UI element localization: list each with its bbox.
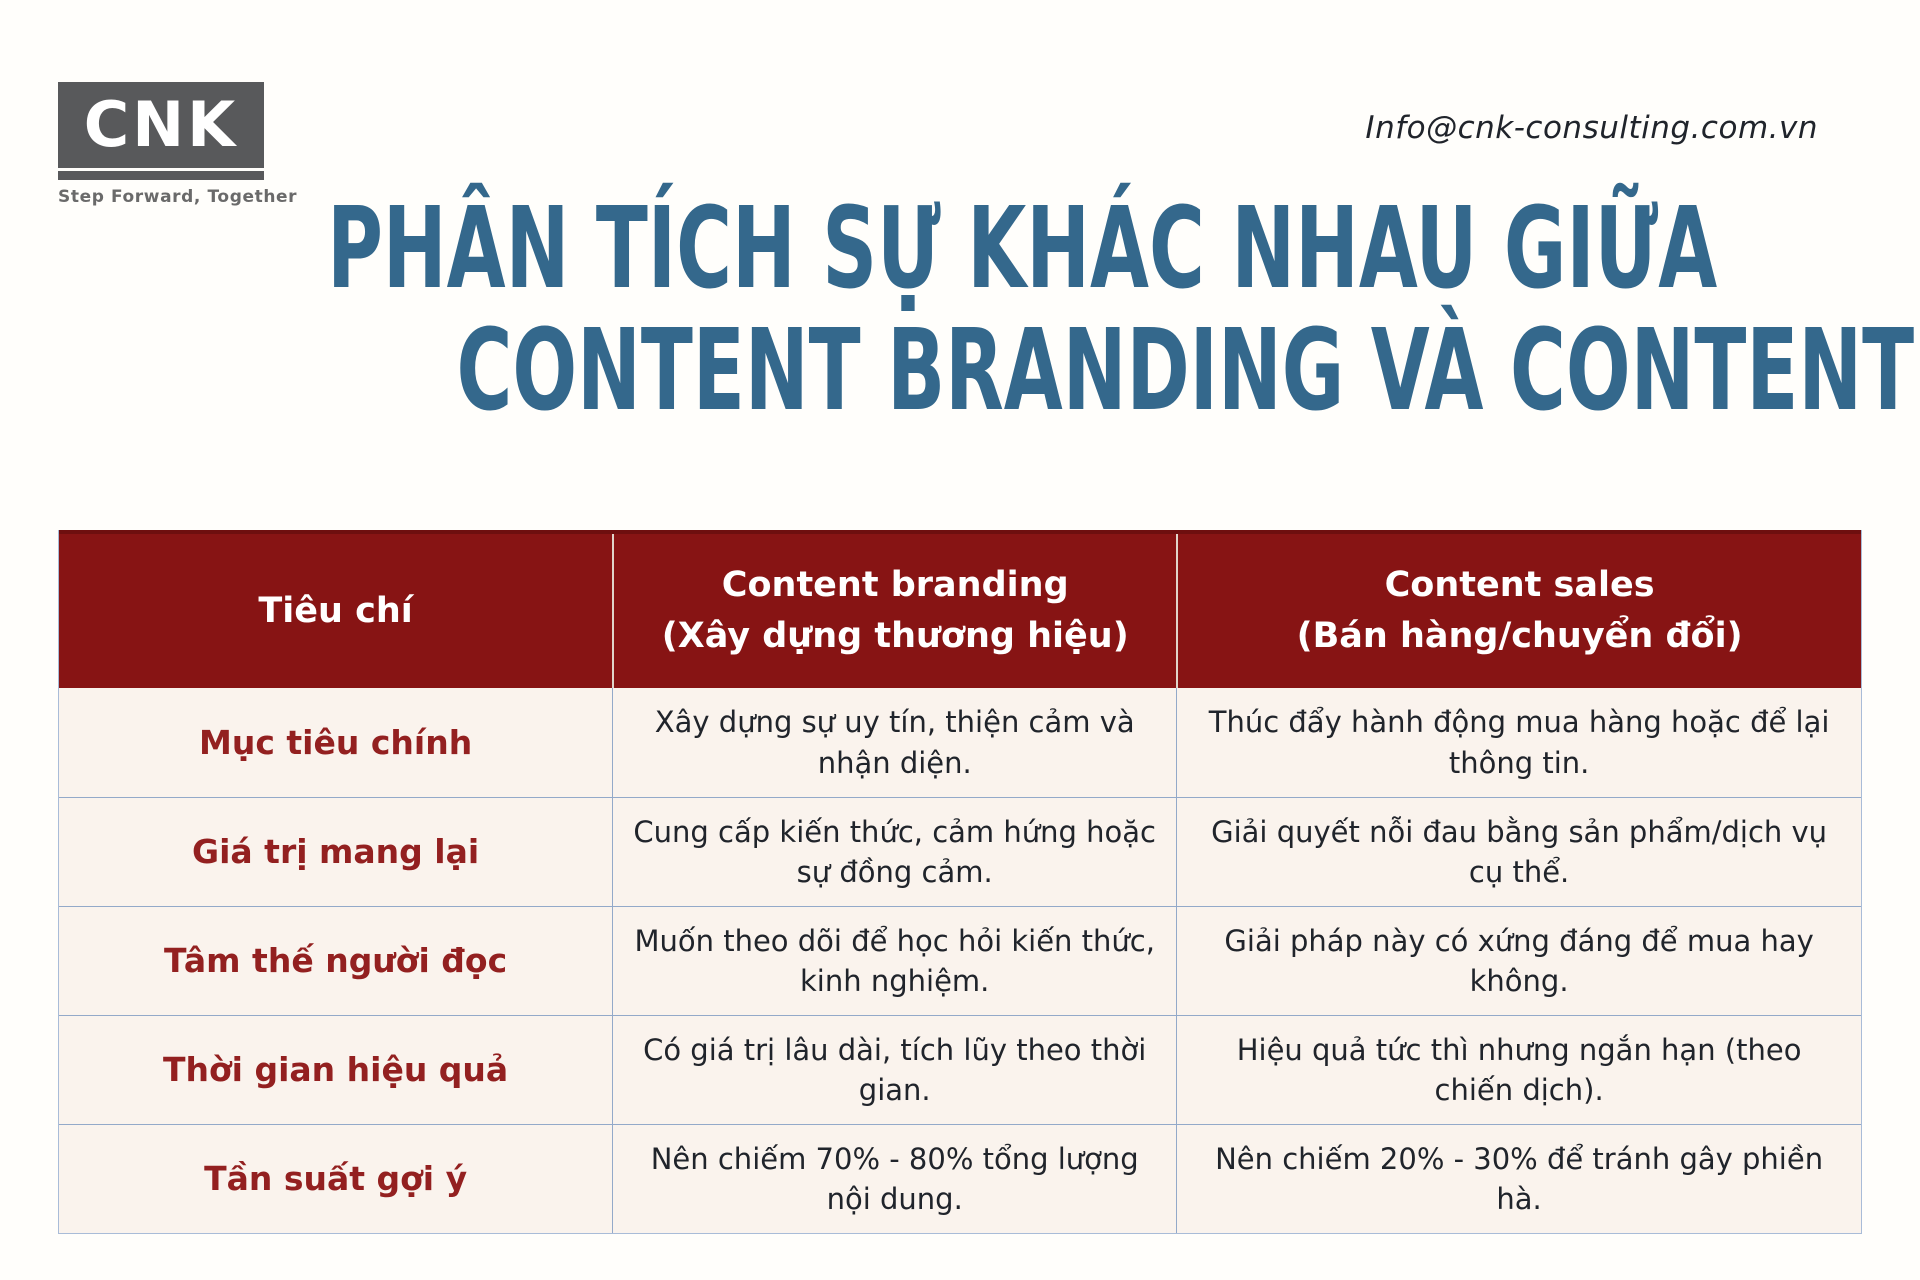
row-criterion: Thời gian hiệu quả bbox=[59, 1015, 613, 1124]
table-row: Tần suất gợi ý Nên chiếm 70% - 80% tổng … bbox=[59, 1124, 1861, 1233]
cnk-logo: CNK Step Forward, Together bbox=[58, 82, 298, 207]
header-criteria-title: Tiêu chí bbox=[258, 590, 413, 631]
table-header-row: Tiêu chí Content branding (Xây dựng thươ… bbox=[59, 530, 1861, 688]
header-branding-title: Content branding bbox=[721, 565, 1069, 606]
row-sales-value: Thúc đẩy hành động mua hàng hoặc để lại … bbox=[1176, 688, 1861, 797]
logo-tagline: Step Forward, Together bbox=[58, 187, 298, 207]
row-criterion: Giá trị mang lại bbox=[59, 797, 613, 906]
row-sales-value: Giải quyết nỗi đau bằng sản phẩm/dịch vụ… bbox=[1176, 797, 1861, 906]
header-sales-title: Content sales bbox=[1384, 565, 1655, 606]
title-line-1-text: PHÂN TÍCH SỰ KHÁC NHAU GIỮA bbox=[327, 184, 1718, 314]
row-branding-value: Muốn theo dõi để học hỏi kiến thức, kinh… bbox=[612, 906, 1177, 1015]
row-branding-value: Cung cấp kiến thức, cảm hứng hoặc sự đồn… bbox=[612, 797, 1177, 906]
title-line-2: CONTENT BRANDING VÀ CONTENT BÁN HÀNG bbox=[0, 310, 1920, 432]
header-criteria: Tiêu chí bbox=[59, 534, 612, 688]
title-line-2-text: CONTENT BRANDING VÀ CONTENT BÁN HÀNG bbox=[456, 306, 1920, 436]
row-criterion: Mục tiêu chính bbox=[199, 722, 473, 762]
row-sales-value: Nên chiếm 20% - 30% để tránh gây phiền h… bbox=[1176, 1124, 1861, 1233]
title-line-1: PHÂN TÍCH SỰ KHÁC NHAU GIỮA bbox=[0, 188, 1920, 310]
cnk-logo-box: CNK bbox=[58, 82, 264, 168]
header-content-branding: Content branding (Xây dựng thương hiệu) bbox=[612, 534, 1176, 688]
row-criterion: Tần suất gợi ý bbox=[59, 1124, 613, 1233]
page-title: PHÂN TÍCH SỰ KHÁC NHAU GIỮA CONTENT BRAN… bbox=[0, 188, 1920, 432]
table-row: Thời gian hiệu quả Có giá trị lâu dài, t… bbox=[59, 1015, 1861, 1124]
row-branding-value: Có giá trị lâu dài, tích lũy theo thời g… bbox=[612, 1015, 1177, 1124]
logo-strip bbox=[58, 171, 264, 180]
header-sales-subtitle: (Bán hàng/chuyển đổi) bbox=[1296, 616, 1743, 656]
comparison-table: Tiêu chí Content branding (Xây dựng thươ… bbox=[58, 530, 1862, 1234]
row-sales-value: Giải pháp này có xứng đáng để mua hay kh… bbox=[1176, 906, 1861, 1015]
row-sales-value: Hiệu quả tức thì nhưng ngắn hạn (theo ch… bbox=[1176, 1015, 1861, 1124]
row-branding-value: Nên chiếm 70% - 80% tổng lượng nội dung. bbox=[612, 1124, 1177, 1233]
table-row: Mục tiêu chính Xây dựng sự uy tín, thiện… bbox=[59, 688, 1861, 797]
header-branding-subtitle: (Xây dựng thương hiệu) bbox=[661, 616, 1129, 656]
table-row: Giá trị mang lại Cung cấp kiến thức, cảm… bbox=[59, 797, 1861, 906]
row-criterion: Tâm thế người đọc bbox=[59, 906, 613, 1015]
header-content-sales: Content sales (Bán hàng/chuyển đổi) bbox=[1176, 534, 1861, 688]
table-row: Tâm thế người đọc Muốn theo dõi để học h… bbox=[59, 906, 1861, 1015]
contact-email: Info@cnk-consulting.com.vn bbox=[1365, 110, 1818, 146]
logo-text: CNK bbox=[83, 88, 239, 161]
row-branding-value: Xây dựng sự uy tín, thiện cảm và nhận di… bbox=[612, 688, 1176, 797]
